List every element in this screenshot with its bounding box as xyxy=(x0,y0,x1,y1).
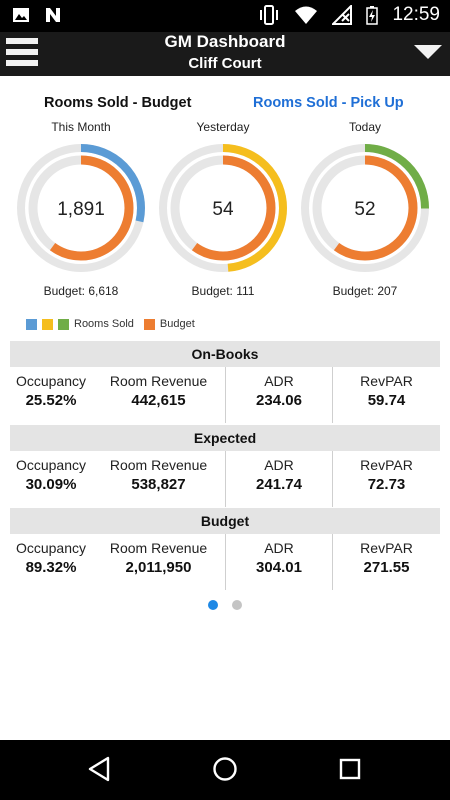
legend-swatch-green xyxy=(58,318,69,330)
budget-arc xyxy=(170,155,276,261)
metric-label: Room Revenue xyxy=(109,540,208,556)
recents-icon[interactable] xyxy=(339,756,361,782)
metric-value: 72.73 xyxy=(367,476,406,493)
metric-room-revenue: Room Revenue 442,615 xyxy=(92,367,225,423)
metric-label: ADR xyxy=(264,540,294,556)
gauge-value: 1,891 xyxy=(57,199,105,220)
dropdown-arrow-icon[interactable] xyxy=(414,45,442,59)
app-title: GM Dashboard xyxy=(164,32,286,51)
section-title: Expected xyxy=(10,425,440,451)
metric-revpar: RevPAR 72.73 xyxy=(332,451,440,507)
metric-occupancy: Occupancy 89.32% xyxy=(10,534,92,590)
metric-label: RevPAR xyxy=(360,373,413,389)
legend-swatch-yellow xyxy=(42,318,53,330)
legend-swatch-orange xyxy=(143,318,155,330)
app-bar: GM Dashboard Cliff Court xyxy=(0,32,450,76)
metric-adr: ADR 304.01 xyxy=(225,534,332,590)
metric-occupancy: Occupancy 30.09% xyxy=(10,451,92,507)
metric-value: 25.52% xyxy=(25,392,77,409)
section-title: On-Books xyxy=(10,341,440,367)
section-budget: Budget Occupancy 89.32% Room Revenue 2,0… xyxy=(10,508,440,590)
metric-adr: ADR 234.06 xyxy=(225,367,332,423)
tab-rooms-sold-budget[interactable]: Rooms Sold - Budget xyxy=(44,95,192,111)
gauge-today: Today 52 Budget: 207 xyxy=(295,120,435,298)
section-title: Budget xyxy=(10,508,440,534)
metric-room-revenue: Room Revenue 2,011,950 xyxy=(92,534,225,590)
metric-value: 234.06 xyxy=(256,392,302,409)
metric-label: Occupancy xyxy=(15,540,87,556)
metric-value: 304.01 xyxy=(256,559,302,576)
tab-rooms-sold-pickup[interactable]: Rooms Sold - Pick Up xyxy=(253,95,404,111)
page-dot-2[interactable] xyxy=(232,600,242,610)
gauge-chart: 1,891 xyxy=(17,144,145,272)
legend-label-budget: Budget xyxy=(159,318,195,330)
metric-room-revenue: Room Revenue 538,827 xyxy=(92,451,225,507)
budget-arc xyxy=(28,155,134,261)
metric-value: 2,011,950 xyxy=(125,559,192,576)
page-dot-1[interactable] xyxy=(208,600,218,610)
gauge-label: Today xyxy=(348,120,382,134)
gauge-budget: Budget: 6,618 xyxy=(43,284,119,298)
home-icon[interactable] xyxy=(212,756,238,782)
rooms-sold-arc xyxy=(17,144,145,272)
metric-label: Occupancy xyxy=(15,457,87,473)
metric-value: 241.74 xyxy=(256,476,302,493)
back-icon[interactable] xyxy=(88,756,112,782)
image-icon xyxy=(13,8,29,22)
metric-value: 442,615 xyxy=(131,392,186,409)
property-name: Cliff Court xyxy=(188,55,262,72)
section-expected: Expected Occupancy 30.09% Room Revenue 5… xyxy=(10,425,440,507)
menu-icon[interactable] xyxy=(6,38,38,70)
metric-value: 271.55 xyxy=(363,559,410,576)
metric-revpar: RevPAR 271.55 xyxy=(332,534,440,590)
budget-arc xyxy=(312,155,418,261)
metric-occupancy: Occupancy 25.52% xyxy=(10,367,92,423)
legend-swatch-blue xyxy=(26,318,37,330)
metric-label: ADR xyxy=(264,373,294,389)
gauge-budget: Budget: 111 xyxy=(191,284,255,298)
rooms-sold-arc xyxy=(301,144,429,272)
gauge-yesterday: Yesterday 54 Budget: 111 xyxy=(153,120,293,298)
gauge-chart: 52 xyxy=(301,144,429,272)
metric-adr: ADR 241.74 xyxy=(225,451,332,507)
metric-value: 89.32% xyxy=(25,559,77,576)
metric-value: 538,827 xyxy=(131,476,186,493)
signal-icon xyxy=(332,5,353,25)
n-notification-icon xyxy=(46,8,60,22)
metric-label: RevPAR xyxy=(360,457,413,473)
status-bar: 12:59 xyxy=(0,0,450,32)
clock: 12:59 xyxy=(392,4,440,25)
metric-value: 59.74 xyxy=(367,392,406,409)
chart-legend: Rooms Sold Budget xyxy=(26,318,195,330)
metric-label: Room Revenue xyxy=(109,373,208,389)
navigation-bar xyxy=(0,740,450,800)
gauge-label: Yesterday xyxy=(196,120,250,134)
page-indicator xyxy=(0,600,450,610)
gauge-this-month: This Month 1,891 Budget: 6,618 xyxy=(11,120,151,298)
rooms-sold-arc xyxy=(159,144,287,272)
metric-revpar: RevPAR 59.74 xyxy=(332,367,440,423)
metric-value: 30.09% xyxy=(25,476,77,493)
wifi-icon xyxy=(295,6,318,24)
gauge-chart: 54 xyxy=(159,144,287,272)
metric-label: RevPAR xyxy=(360,540,413,556)
legend-label-rooms-sold: Rooms Sold xyxy=(74,318,134,330)
vibrate-icon xyxy=(260,5,279,25)
section-on-books: On-Books Occupancy 25.52% Room Revenue 4… xyxy=(10,341,440,423)
metric-label: Room Revenue xyxy=(109,457,208,473)
gauge-budget: Budget: 207 xyxy=(332,284,398,298)
dashboard-content: Rooms Sold - Budget Rooms Sold - Pick Up… xyxy=(0,76,450,740)
gauge-value: 54 xyxy=(212,199,234,220)
metric-label: ADR xyxy=(264,457,294,473)
gauge-label: This Month xyxy=(51,120,111,134)
metric-label: Occupancy xyxy=(15,373,87,389)
gauge-value: 52 xyxy=(354,199,375,220)
battery-charging-icon xyxy=(366,6,379,25)
